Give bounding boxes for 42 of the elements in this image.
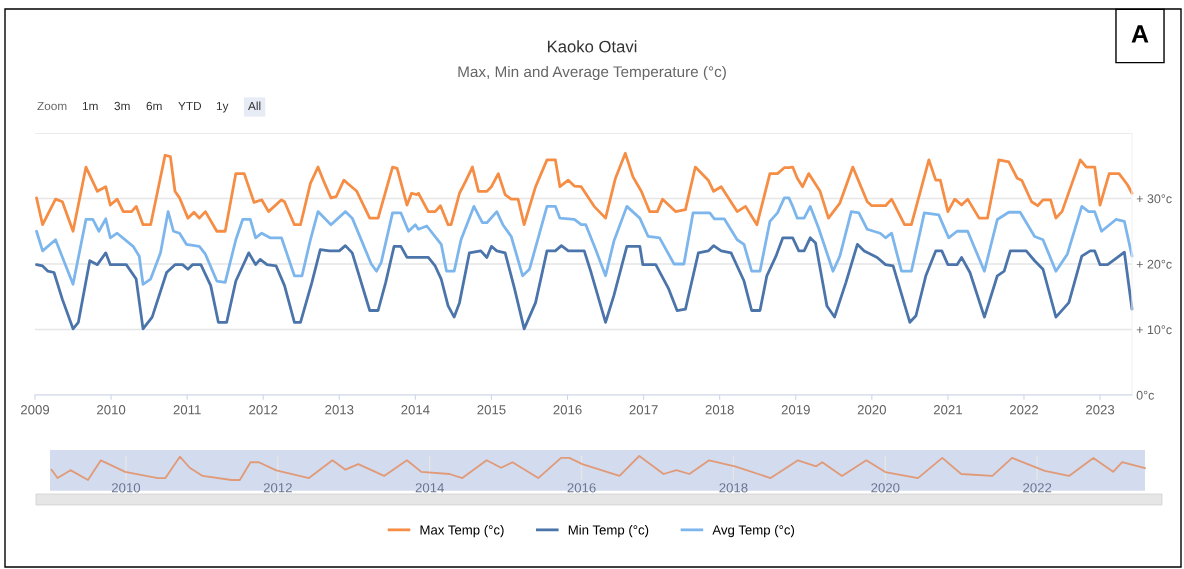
text: All <box>248 101 261 111</box>
x-tick-label: 2017 <box>629 405 658 415</box>
x-tick-label: 2014 <box>415 483 444 493</box>
x-tick-label: 2015 <box>477 405 506 415</box>
line-series <box>35 236 1134 331</box>
text: 1y <box>216 101 229 113</box>
x-tick-label: 2014 <box>401 405 430 415</box>
text: A <box>1131 25 1149 43</box>
x-tick-label: 2010 <box>97 405 126 415</box>
text: 1m <box>82 101 98 111</box>
text: Zoom <box>37 101 67 111</box>
legend-label: Min Temp (°c) <box>568 524 649 538</box>
x-tick-label: 2010 <box>111 483 141 493</box>
text: 3m <box>114 101 130 111</box>
line-series <box>35 151 1134 233</box>
x-tick-label: 2022 <box>1023 483 1052 493</box>
x-tick-label: 2022 <box>1009 405 1038 415</box>
x-tick-label: 2020 <box>871 483 900 493</box>
x-tick-label: 2011 <box>173 405 201 415</box>
chart-title: Kaoko Otavi <box>547 40 637 53</box>
x-tick-label: 2021 <box>933 405 962 415</box>
x-tick-label: 2019 <box>781 405 810 415</box>
y-tick-label: + 30°c <box>1136 194 1172 204</box>
y-tick-label: + 10°c <box>1136 325 1172 335</box>
legend-label: Max Temp (°c) <box>420 524 504 538</box>
x-tick-label: 2012 <box>263 483 292 493</box>
x-tick-label: 2018 <box>719 483 748 493</box>
text: 6m <box>146 101 162 111</box>
x-tick-label: 2009 <box>20 405 50 415</box>
x-tick-label: 2013 <box>325 405 354 415</box>
x-tick-label: 2016 <box>567 483 596 493</box>
chart-subtitle: Max, Min and Average Temperature (°c) <box>458 65 726 81</box>
x-tick-label: 2012 <box>249 405 278 415</box>
x-tick-label: 2018 <box>705 405 734 415</box>
legend-label: Avg Temp (°c) <box>712 524 795 538</box>
x-tick-label: 2016 <box>553 405 582 415</box>
y-tick-label: + 20°c <box>1136 259 1172 269</box>
x-tick-label: 2020 <box>857 405 886 415</box>
y-tick-label: 0°c <box>1136 390 1155 400</box>
x-tick-label: 2023 <box>1086 405 1115 415</box>
line-series <box>35 196 1134 286</box>
text: YTD <box>178 101 202 111</box>
